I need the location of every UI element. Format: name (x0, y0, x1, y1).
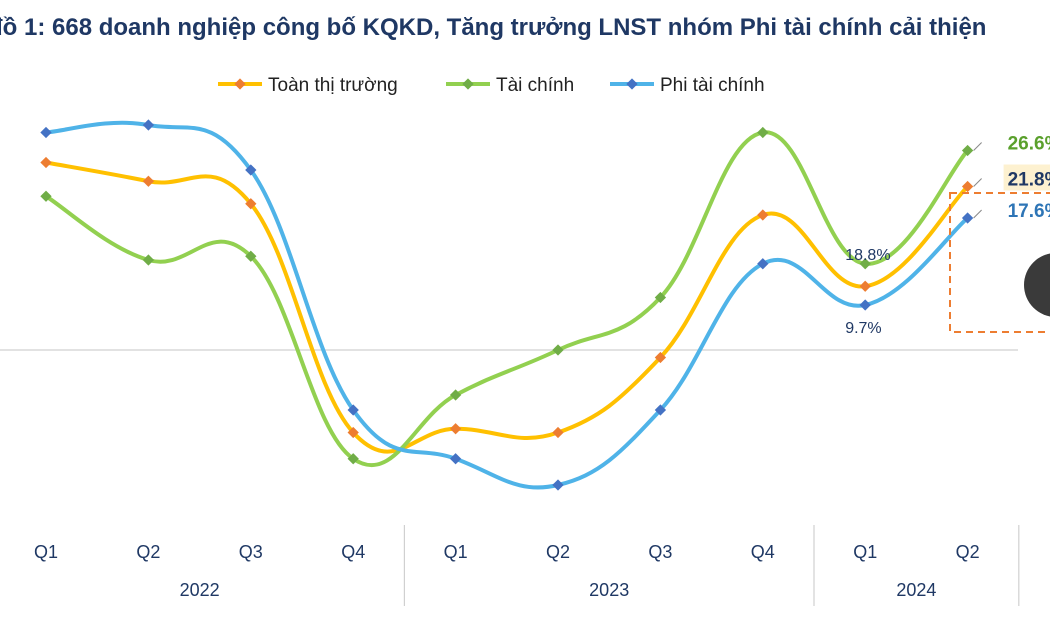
series-tai-chinh (40, 126, 974, 468)
legend-marker (626, 78, 638, 90)
legend-label: Tài chính (496, 75, 574, 96)
legend: Toàn thị trường Tài chính Phi tài chính (218, 75, 765, 96)
x-tick-label: Q4 (751, 542, 775, 562)
data-point (40, 190, 52, 202)
x-tick-label: Q1 (34, 542, 58, 562)
data-point (654, 351, 667, 364)
data-point (142, 175, 155, 187)
legend-item: Phi tài chính (610, 75, 765, 96)
data-point (859, 280, 871, 292)
x-tick-label: Q3 (648, 542, 672, 562)
data-point (961, 144, 974, 157)
data-point (552, 479, 564, 491)
data-labels: 18.8% 9.7% 26.6% 21.8% 17.6% (845, 134, 1050, 337)
data-point (654, 291, 667, 304)
x-tick-label: Q2 (546, 542, 570, 562)
x-tick-label: Q4 (341, 542, 365, 562)
legend-label: Phi tài chính (660, 75, 765, 96)
series-line (44, 120, 970, 490)
legend-label: Toàn thị trường (268, 75, 398, 96)
series-line (44, 160, 970, 454)
data-point (347, 453, 359, 465)
data-point (347, 404, 359, 416)
data-point (757, 258, 769, 270)
legend-item: Tài chính (446, 75, 574, 96)
x-year-label: 2024 (896, 580, 936, 600)
data-point (449, 423, 462, 435)
data-point (347, 426, 359, 439)
series-line (44, 130, 970, 468)
x-tick-label: Q2 (136, 542, 160, 562)
data-point (245, 250, 257, 262)
leader-line (973, 178, 982, 187)
data-point (654, 404, 667, 416)
overlay-circle (1024, 253, 1050, 317)
label-highlight (1003, 164, 1050, 191)
data-point (40, 126, 52, 139)
data-point (245, 198, 257, 210)
data-point (40, 156, 52, 169)
data-point (449, 389, 462, 401)
data-point (757, 126, 769, 139)
end-value-label: 17.6% (1008, 201, 1050, 222)
end-value-label: 26.6% (1008, 134, 1050, 155)
legend-item: Toàn thị trường (218, 75, 398, 96)
data-point (757, 209, 769, 221)
legend-marker (462, 78, 474, 90)
end-value-label: 21.8% (1008, 170, 1050, 191)
data-point (552, 344, 564, 356)
data-point (859, 299, 871, 311)
series-phi-tai-chinh (40, 119, 974, 491)
highlight-box (949, 192, 1050, 333)
data-point (859, 258, 871, 270)
x-tick-label: Q3 (239, 542, 263, 562)
data-point (245, 164, 257, 176)
x-year-label: 2023 (589, 580, 629, 600)
x-tick-label: Q2 (956, 542, 980, 562)
legend-marker (234, 78, 246, 90)
leader-line (973, 142, 982, 151)
data-value-label: 9.7% (845, 320, 881, 337)
leader-line (973, 209, 982, 219)
x-year-label: 2022 (180, 580, 220, 600)
chart-title: đồ 1: 668 doanh nghiệp công bố KQKD, Tăn… (0, 14, 987, 41)
data-point (552, 426, 564, 439)
data-point (961, 180, 974, 193)
x-tick-label: Q1 (444, 542, 468, 562)
data-point (961, 212, 974, 224)
x-tick-label: Q1 (853, 542, 877, 562)
series-toan-thi-truong (40, 156, 974, 454)
data-value-label: 18.8% (845, 247, 890, 264)
x-axis: Q1 Q2 Q3 Q4 2022 Q1 Q2 Q3 Q4 2023 Q1 Q2 2024 (34, 525, 1020, 606)
data-point (142, 119, 155, 131)
data-point (142, 254, 155, 266)
data-point (449, 453, 462, 465)
